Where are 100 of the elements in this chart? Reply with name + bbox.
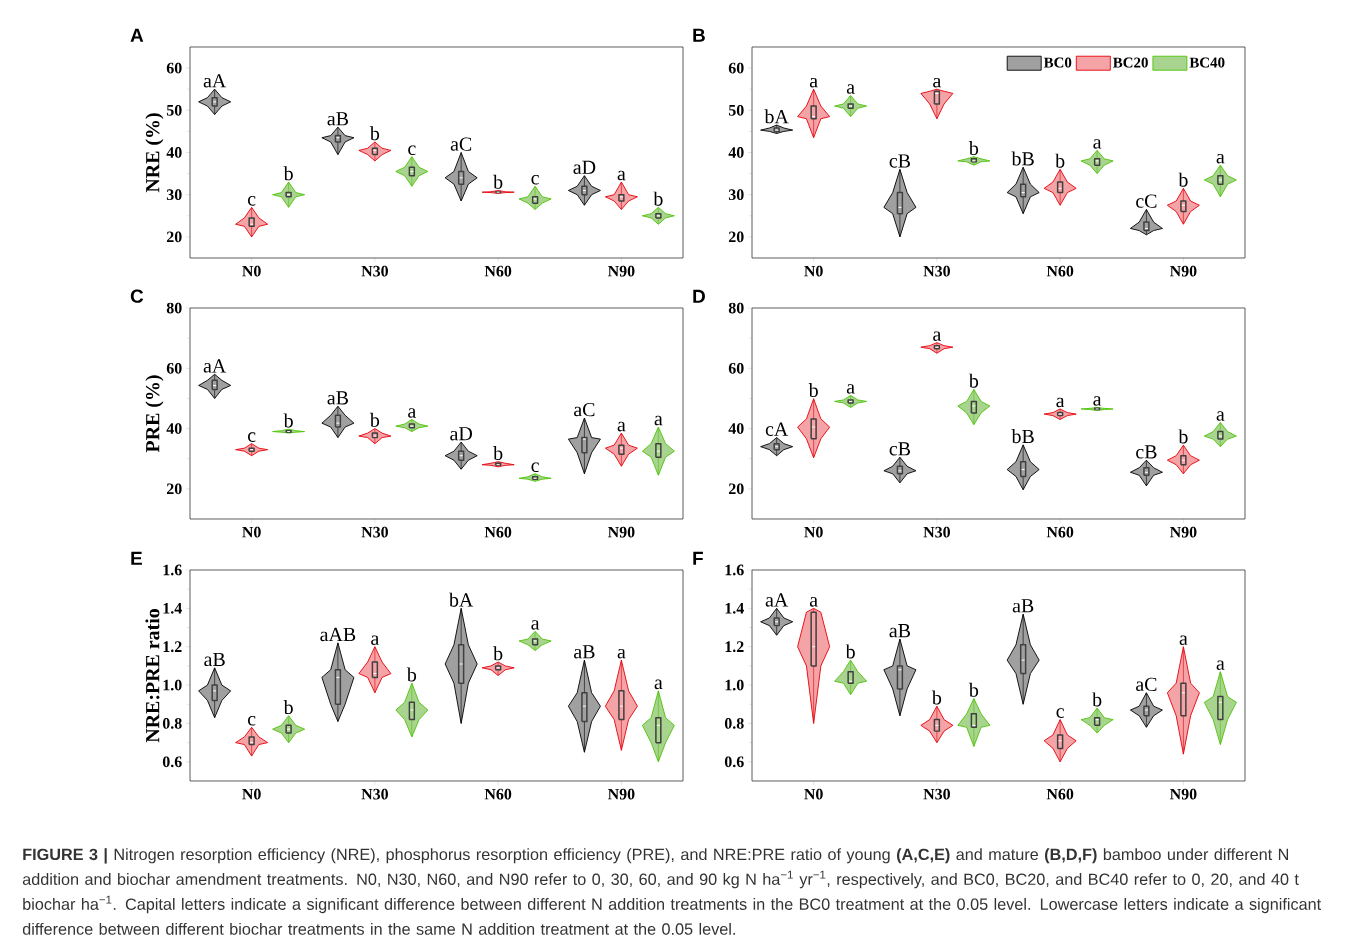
y-tick-label: 40 — [166, 147, 182, 158]
x-tick-label: N0 — [242, 788, 261, 800]
text: bA — [764, 109, 789, 124]
text: aA — [765, 593, 789, 607]
y-tick-label: 0.8 — [162, 718, 182, 729]
x-tick-label: N30 — [361, 788, 388, 800]
y-tick-label: 0.6 — [162, 756, 182, 768]
text: a — [654, 679, 663, 690]
x-tick-label: N60 — [1046, 788, 1074, 800]
x-tick-label: N90 — [1169, 526, 1197, 538]
y-tick-label: 20 — [166, 231, 182, 243]
text: b — [283, 700, 293, 715]
text: b — [1178, 429, 1188, 444]
text: FIGURE 3 | Nitrogen resorption efficiency (NRE), phosphorus resorption efficiency (PRE), and NRE:PRE ratio of young (A,C,E) and mature (B,D,F) bamboo under different N addition and biochar amendment treatments. N0, N30, N60, and N90 refer to 0, 30, 60, and 90 kg N ha$^{−1}$ yr$^{−1}$, respectively, and BC0, BC20, and BC40 refer to 0, 20, and 40 t biochar ha$^{−1}$. Capital letters indicate a significant difference between different N addition treatments in the BC0 treatment at the 0.05 level. Lowercase letters indicate a significant difference between different biochar treatments in the same N addition treatment at the 0.05 level. — [22, 848, 1322, 935]
text: b — [968, 682, 979, 697]
y-tick-label: 30 — [166, 189, 182, 201]
text: a — [654, 415, 663, 426]
text: b — [493, 446, 503, 461]
y-tick-label: 1.6 — [163, 564, 182, 576]
text: b — [1178, 172, 1188, 187]
text: b — [845, 644, 855, 659]
chart-title: D — [693, 289, 705, 303]
text: b — [931, 690, 942, 705]
text: a — [617, 170, 626, 181]
text: aB — [327, 112, 348, 126]
text: c — [247, 196, 256, 206]
text: cC — [1136, 194, 1157, 208]
text: cB — [1136, 445, 1157, 459]
text: a — [1056, 397, 1065, 408]
text: cB — [889, 154, 910, 168]
text: bB — [1011, 151, 1034, 166]
y-tick-label: 50 — [728, 104, 744, 116]
text: aD — [573, 160, 596, 174]
text: aA — [203, 74, 227, 88]
x-tick-label: N30 — [361, 526, 388, 538]
text: aB — [889, 624, 910, 638]
chart-title: C — [130, 289, 144, 303]
x-tick-label: N90 — [607, 788, 635, 800]
text: b — [493, 646, 503, 661]
text: aB — [1012, 599, 1034, 613]
text: a — [617, 421, 626, 432]
text: b — [1092, 692, 1102, 707]
text: c — [531, 462, 539, 473]
text: a — [1216, 153, 1225, 164]
x-tick-label: N90 — [1169, 265, 1197, 277]
y-tick-label: 20 — [166, 483, 182, 495]
x-tick-label: N30 — [361, 265, 388, 277]
text: b — [968, 140, 979, 156]
chart-title: F — [693, 551, 703, 565]
text: b — [808, 383, 818, 398]
text: a — [1179, 635, 1188, 646]
text: a — [1093, 396, 1102, 406]
y-tick-label: 20 — [728, 483, 744, 495]
text: a — [846, 384, 855, 394]
x-tick-label: N0 — [242, 265, 261, 277]
chart-title: B — [693, 28, 705, 42]
text: c — [247, 432, 256, 442]
y-tick-label: 80 — [728, 302, 744, 314]
y-axis-title: PRE (%) — [145, 375, 164, 453]
text: b — [653, 191, 663, 206]
y-tick-label: 0.6 — [724, 756, 744, 768]
x-tick-label: N0 — [804, 788, 823, 800]
text: a — [371, 635, 380, 646]
y-tick-label: 60 — [728, 62, 744, 74]
text: a — [617, 648, 626, 659]
text: a — [1093, 139, 1102, 149]
x-tick-label: N0 — [242, 526, 261, 538]
text: b — [406, 667, 417, 682]
legend-label: BC20 — [1113, 57, 1148, 68]
text: b — [369, 412, 380, 427]
x-tick-label: N90 — [1169, 788, 1197, 800]
y-tick-label: 20 — [728, 231, 744, 243]
chart-title: E — [131, 551, 142, 565]
chart-title: A — [130, 28, 144, 42]
text: b — [1055, 153, 1065, 168]
x-tick-label: N30 — [923, 788, 950, 800]
text: c — [1056, 708, 1064, 718]
legend-label: BC0 — [1043, 57, 1072, 68]
text: aB — [327, 391, 348, 405]
text: b — [369, 126, 380, 141]
y-tick-label: 1.0 — [725, 679, 744, 691]
y-tick-label: 1.2 — [725, 641, 744, 653]
y-tick-label: 40 — [166, 423, 182, 434]
text: a — [933, 331, 942, 341]
text: cB — [889, 442, 910, 456]
text: c — [408, 145, 416, 156]
x-tick-label: N0 — [804, 265, 823, 277]
text: aC — [450, 137, 472, 151]
x-tick-label: N0 — [804, 526, 823, 538]
y-axis-title: NRE (%) — [145, 113, 164, 193]
text: a — [809, 77, 818, 88]
text: b — [283, 166, 293, 181]
y-tick-label: 60 — [166, 362, 182, 374]
x-tick-label: N90 — [607, 265, 635, 277]
text: aD — [450, 427, 472, 441]
y-tick-label: 40 — [728, 147, 744, 158]
y-tick-label: 1.6 — [725, 564, 744, 576]
y-tick-label: 30 — [728, 189, 744, 201]
x-tick-label: N30 — [923, 265, 950, 277]
text: b — [283, 413, 293, 428]
